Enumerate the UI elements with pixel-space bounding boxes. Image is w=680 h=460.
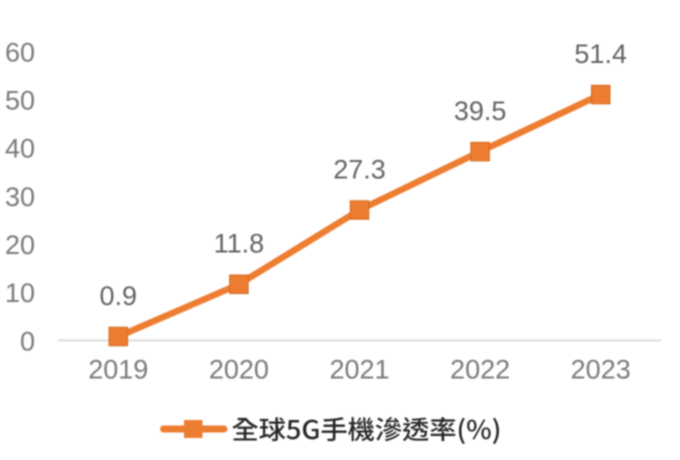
svg-text:39.5: 39.5: [454, 96, 507, 126]
svg-text:10: 10: [5, 278, 35, 308]
svg-text:30: 30: [5, 182, 35, 212]
svg-text:40: 40: [5, 134, 35, 164]
svg-text:51.4: 51.4: [574, 39, 627, 69]
svg-text:60: 60: [5, 37, 35, 67]
svg-text:50: 50: [5, 86, 35, 116]
svg-text:2020: 2020: [209, 355, 269, 385]
svg-text:2022: 2022: [450, 355, 510, 385]
svg-text:2023: 2023: [571, 355, 631, 385]
svg-text:27.3: 27.3: [333, 154, 386, 184]
svg-text:0.9: 0.9: [100, 281, 138, 311]
svg-text:2021: 2021: [329, 355, 389, 385]
svg-text:2019: 2019: [88, 355, 148, 385]
svg-text:20: 20: [5, 230, 35, 260]
svg-text:0: 0: [20, 326, 35, 356]
svg-text:11.8: 11.8: [214, 229, 265, 259]
